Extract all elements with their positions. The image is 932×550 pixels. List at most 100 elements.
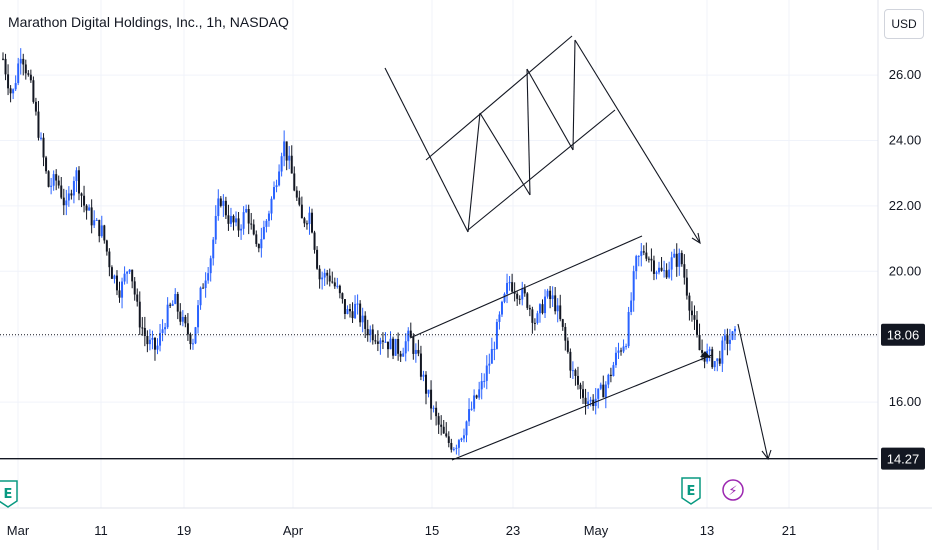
- candle-body: [726, 335, 729, 344]
- rising-channel-lower: [451, 354, 713, 461]
- candle-body: [214, 216, 217, 240]
- candle-body: [366, 328, 369, 336]
- candle-body: [721, 340, 724, 364]
- candle-body: [252, 224, 255, 235]
- candle-body: [361, 315, 364, 323]
- flag-channel-upper: [425, 35, 573, 161]
- candle-body: [658, 267, 661, 273]
- candle-body: [574, 370, 577, 376]
- projection-line: [574, 39, 701, 244]
- candle-body: [670, 257, 673, 270]
- candle-body: [513, 291, 516, 294]
- candle-body: [576, 375, 579, 385]
- candle-body: [151, 337, 154, 340]
- candle-body: [379, 340, 382, 344]
- candle-body: [430, 389, 433, 409]
- candle-body: [632, 271, 635, 301]
- x-tick-label: 23: [506, 523, 520, 538]
- event-markers[interactable]: E E ⚡: [0, 477, 744, 508]
- candle-body: [204, 280, 207, 288]
- candle-body: [80, 193, 83, 196]
- candle-body: [386, 341, 389, 350]
- candle-body: [480, 381, 483, 390]
- candle-body: [316, 249, 319, 269]
- candle-body: [141, 327, 144, 329]
- flag-zigzag: [479, 112, 531, 196]
- candle-body: [620, 350, 623, 352]
- flag-zigzag: [526, 68, 574, 151]
- y-tick-label: 24.00: [889, 133, 922, 148]
- flag-channel-lower: [467, 109, 616, 231]
- candle-body: [490, 348, 493, 364]
- lightning-event-icon[interactable]: ⚡: [722, 479, 744, 501]
- candle-body: [602, 384, 605, 398]
- candle-body: [364, 315, 367, 329]
- time-axis[interactable]: Mar 11 19 Apr 15 23 May 13 21: [0, 507, 932, 538]
- candle-body: [647, 258, 650, 260]
- candle-body: [549, 290, 552, 300]
- candle-body: [237, 218, 240, 231]
- candle-body: [153, 337, 156, 350]
- candle-body: [475, 395, 478, 398]
- candle-body: [50, 185, 53, 187]
- candle-body: [308, 212, 311, 225]
- candle-body: [184, 316, 187, 324]
- y-tick-label: 26.00: [889, 67, 922, 82]
- candle-body: [75, 170, 78, 182]
- candle-body: [176, 294, 179, 312]
- candle-body: [136, 294, 139, 302]
- candle-body: [452, 448, 455, 450]
- candle-body: [734, 328, 736, 332]
- candle-body: [561, 319, 564, 327]
- support-price-tag-box: [881, 447, 925, 470]
- candle-body: [88, 207, 91, 211]
- candle-body: [424, 374, 427, 394]
- candle-body: [133, 281, 136, 295]
- candle-body: [511, 282, 514, 292]
- earnings-event-icon[interactable]: E: [0, 480, 18, 508]
- trend-drawings: [0, 35, 878, 461]
- flag-zigzag: [467, 112, 481, 233]
- candle-body: [267, 213, 270, 221]
- candle-body: [637, 255, 640, 257]
- candle-body: [270, 198, 273, 214]
- candle-body: [680, 252, 683, 265]
- candle-body: [693, 315, 696, 320]
- candle-body: [42, 137, 45, 158]
- candle-body: [9, 88, 12, 94]
- candle-body: [673, 253, 676, 258]
- candle-body: [559, 305, 562, 320]
- chart-grid: [0, 0, 878, 508]
- candle-body: [181, 316, 184, 322]
- candle-body: [77, 170, 80, 194]
- earnings-event-icon[interactable]: E: [681, 477, 701, 505]
- candle-body: [604, 384, 607, 398]
- candle-body: [351, 311, 354, 319]
- candle-body: [166, 304, 169, 328]
- projection-arrowhead: [691, 232, 701, 245]
- candle-body: [85, 205, 88, 211]
- x-tick-label: 21: [782, 523, 796, 538]
- candle-body: [32, 80, 35, 102]
- x-tick-label: Mar: [7, 523, 30, 538]
- currency-button[interactable]: USD: [884, 9, 924, 39]
- candle-body: [27, 73, 30, 75]
- candle-body: [343, 299, 346, 314]
- candle-body: [250, 223, 253, 225]
- candle-body: [262, 226, 265, 240]
- price-tags: 18.06 14.27: [881, 323, 925, 470]
- candle-body: [255, 234, 258, 244]
- symbol-title: Marathon Digital Holdings, Inc., 1h, NAS…: [8, 14, 289, 30]
- candle-body: [62, 197, 65, 206]
- current-price-tag-box: [881, 323, 925, 346]
- candle-body: [113, 275, 116, 279]
- candle-body: [663, 270, 666, 272]
- candle-body: [402, 353, 405, 357]
- candle-body: [174, 294, 177, 304]
- candle-body: [437, 416, 440, 425]
- candle-body: [235, 218, 238, 223]
- candle-body: [642, 251, 645, 253]
- support-price-tag: 14.27: [887, 452, 920, 467]
